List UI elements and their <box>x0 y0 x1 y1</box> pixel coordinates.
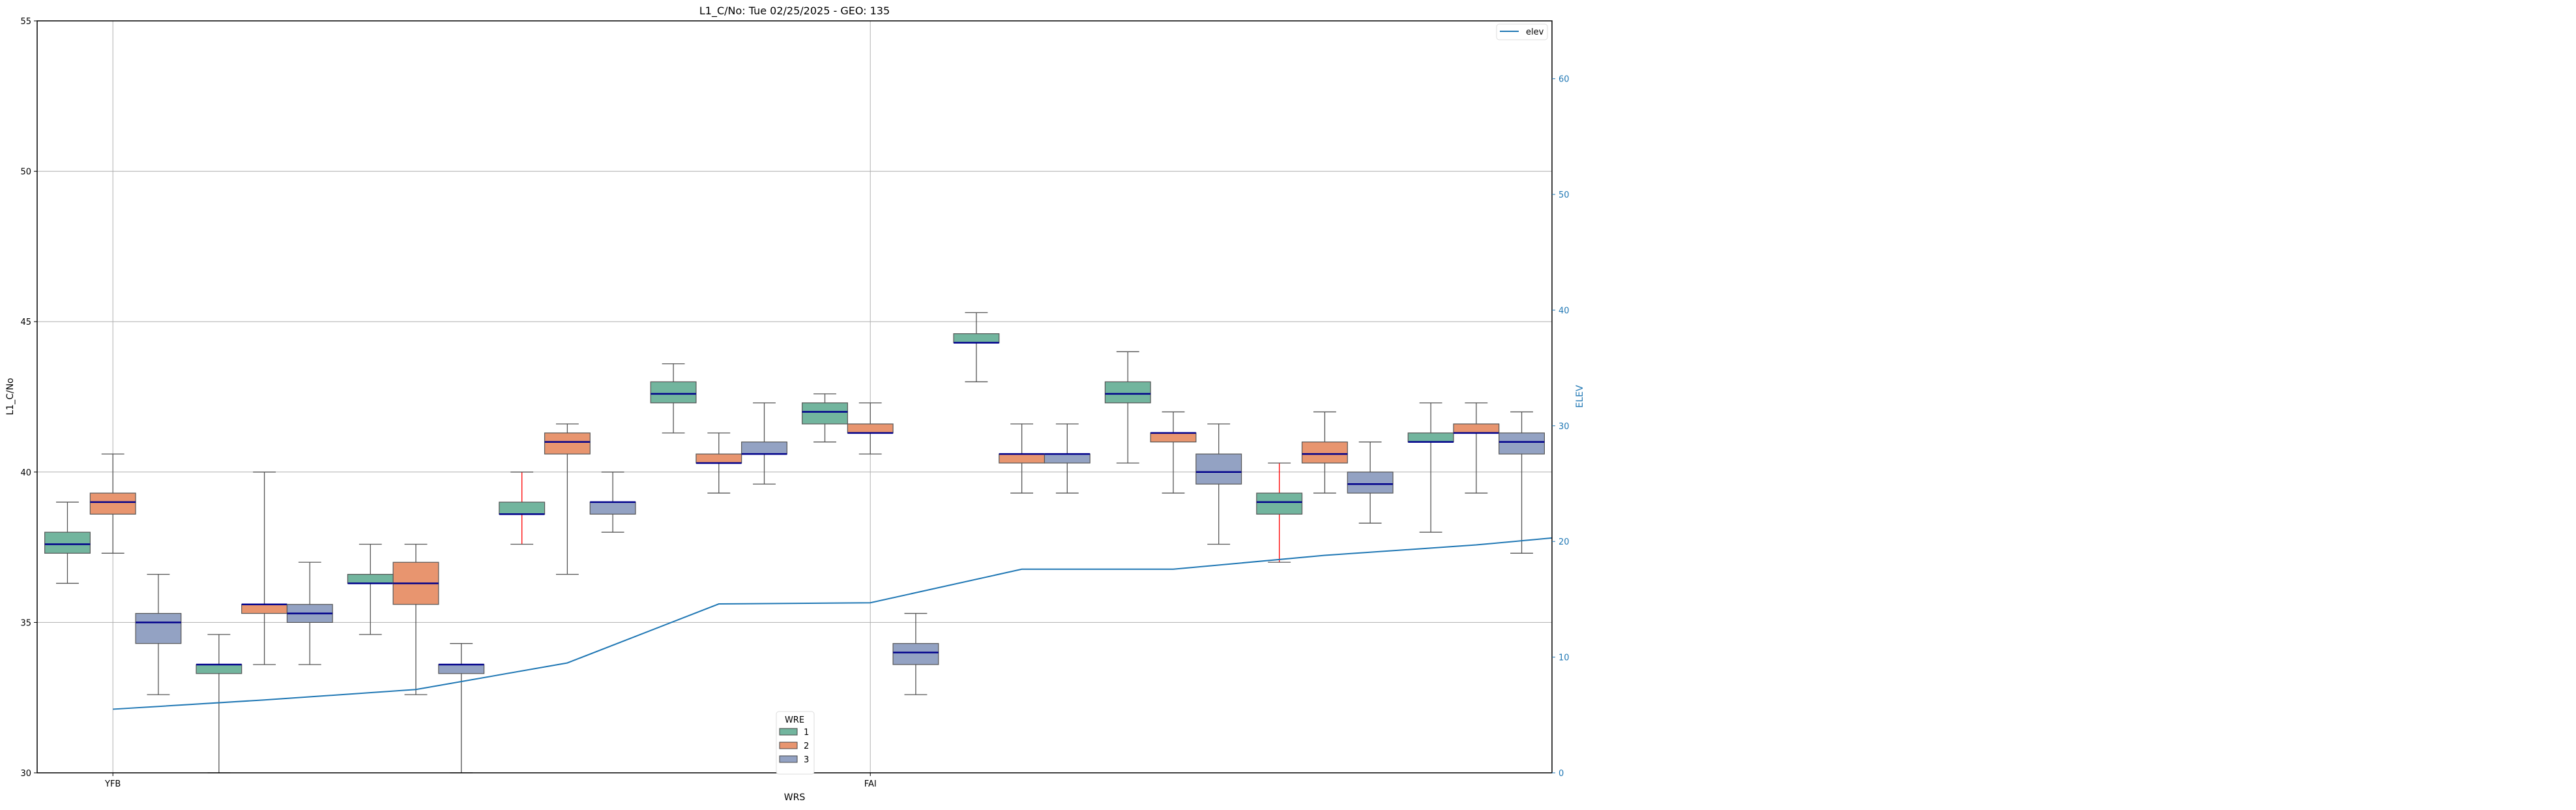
y2-axis-ticks: 0 10 20 30 40 50 60 <box>1552 75 1570 779</box>
box-wre-3 <box>1347 472 1394 494</box>
y2-tick-label: 30 <box>1559 422 1570 432</box>
box-wre-1 <box>499 502 546 515</box>
y-tick-label: 55 <box>20 17 31 27</box>
legend-swatch-1 <box>779 728 798 736</box>
box-wre-2 <box>1301 442 1348 464</box>
box-wre-2 <box>241 604 288 614</box>
box-wre-3 <box>741 442 787 455</box>
box-wre-1 <box>650 381 697 404</box>
box-wre-1 <box>802 402 848 425</box>
y-tick-label: 45 <box>20 318 31 327</box>
box-wre-3 <box>1499 432 1545 455</box>
box-series <box>44 312 1545 773</box>
legend-label-1: 1 <box>804 728 809 738</box>
box-wre-2 <box>847 423 894 434</box>
elev-line <box>113 537 1552 710</box>
y2-tick-label: 0 <box>1559 769 1564 779</box>
box-wre-2 <box>999 453 1046 464</box>
box-wre-2 <box>695 453 742 464</box>
box-wre-3 <box>438 664 485 674</box>
box-wre-3 <box>135 612 182 644</box>
box-wre-3 <box>1195 453 1242 485</box>
y2-tick-label: 20 <box>1559 537 1570 547</box>
legend-label-3: 3 <box>804 755 809 765</box>
y-axis-ticks: 30 35 40 45 50 55 <box>20 17 37 779</box>
box-wre-1 <box>347 574 394 584</box>
box-wre-2 <box>1453 423 1500 434</box>
x-tick-label: YFB <box>104 779 121 789</box>
y-axis-label: L1_C/No <box>5 378 16 415</box>
y-tick-label: 50 <box>20 168 31 177</box>
y2-axis-label: ELEV <box>1575 385 1585 408</box>
x-axis-ticks: YFB FAI <box>104 773 877 789</box>
y2-tick-label: 60 <box>1559 75 1570 85</box>
x-axis-label: WRS <box>784 792 806 803</box>
legend-swatch-2 <box>779 742 798 749</box>
box-wre-2 <box>1150 432 1197 443</box>
x-tick-label: FAI <box>864 779 877 789</box>
y-tick-label: 35 <box>20 618 31 628</box>
box-wre-1 <box>1104 381 1151 404</box>
box-wre-2 <box>89 492 136 515</box>
box-wre-3 <box>1044 453 1090 464</box>
y2-tick-label: 40 <box>1559 306 1570 316</box>
box-wre-1 <box>44 532 91 554</box>
box-wre-3 <box>589 502 636 515</box>
hue-legend: WRE 1 2 3 <box>776 711 815 775</box>
box-wre-2 <box>544 432 591 455</box>
y-tick-label: 40 <box>20 468 31 478</box>
y2-tick-label: 50 <box>1559 190 1570 200</box>
hue-legend-title: WRE <box>785 715 804 725</box>
box-wre-1 <box>1407 432 1454 443</box>
y-tick-label: 30 <box>20 769 31 779</box>
box-wre-1 <box>196 664 242 674</box>
box-wre-1 <box>953 333 1000 344</box>
box-wre-1 <box>1256 492 1303 515</box>
box-wre-3 <box>892 643 939 665</box>
chart-title: L1_C/No: Tue 02/25/2025 - GEO: 135 <box>699 5 890 18</box>
legend-label-2: 2 <box>804 742 809 751</box>
y2-tick-label: 10 <box>1559 653 1570 663</box>
line-legend: elev <box>1496 23 1548 40</box>
legend-swatch-3 <box>779 755 798 763</box>
elev-line-layer <box>113 537 1552 710</box>
legend-elev-label: elev <box>1526 27 1544 37</box>
